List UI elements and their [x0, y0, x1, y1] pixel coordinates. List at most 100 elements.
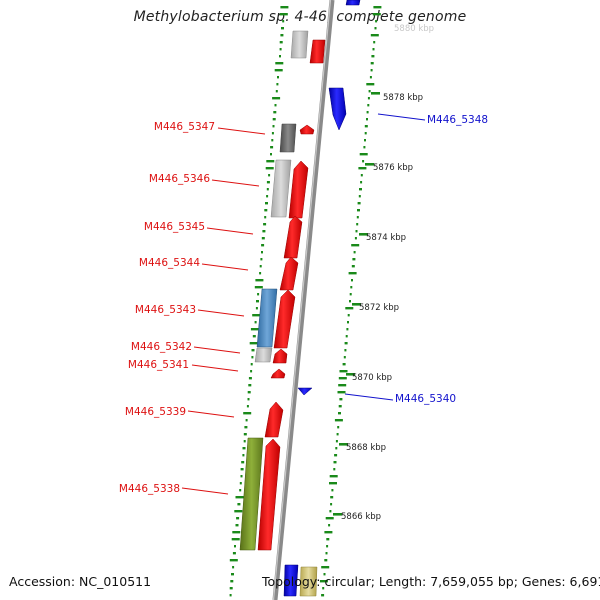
gene-label[interactable]: M446_5338 [119, 483, 180, 495]
gene-arrow[interactable] [279, 256, 299, 291]
gene-label[interactable]: M446_5348 [427, 114, 488, 126]
gene-arrow[interactable] [283, 564, 299, 597]
gc-tick [331, 489, 334, 492]
gc-tick [350, 286, 353, 289]
gc-tick [334, 419, 343, 422]
gc-tick [231, 538, 240, 541]
gc-tick [252, 314, 261, 317]
gc-tick [263, 223, 267, 226]
gc-tick [342, 363, 346, 366]
scale-label: 5880 kbp [394, 24, 434, 34]
gene-label[interactable]: M446_5340 [395, 393, 456, 405]
gene-arrow[interactable] [345, 0, 361, 6]
gc-tick [319, 580, 328, 583]
gc-tick [330, 496, 334, 499]
gc-tick [271, 139, 274, 142]
gene-arrow[interactable] [309, 39, 326, 64]
gene-label[interactable]: M446_5342 [131, 341, 192, 353]
gc-tick [338, 405, 342, 408]
gene-arrow[interactable] [272, 348, 288, 364]
gc-tick [262, 230, 266, 233]
gc-tick [325, 552, 328, 555]
gc-tick [251, 349, 255, 352]
gc-tick [358, 167, 367, 170]
scale-label: 5872 kbp [359, 303, 399, 313]
gc-tick [324, 531, 333, 534]
gc-tick [325, 517, 334, 520]
gc-tick [347, 321, 349, 324]
gc-tick [239, 482, 242, 485]
gc-tick [358, 195, 361, 198]
gene-arrow[interactable] [264, 401, 284, 438]
gc-tick [255, 279, 264, 282]
gene-label[interactable]: M446_5343 [135, 304, 196, 316]
gc-tick [348, 272, 357, 275]
gc-tick [261, 237, 265, 240]
gene-arrow[interactable] [273, 289, 296, 349]
gc-tick [271, 132, 274, 135]
gc-tick [257, 293, 260, 296]
gc-tick [261, 251, 263, 254]
gc-tick [333, 468, 336, 471]
gc-tick [229, 594, 232, 597]
gc-tick [353, 251, 356, 254]
gene-label[interactable]: M446_5347 [154, 121, 215, 133]
cog-block [290, 30, 309, 59]
gc-tick [243, 440, 246, 443]
gc-tick [347, 314, 350, 317]
gc-tick [359, 153, 368, 156]
gc-tick [326, 538, 330, 541]
gc-tick [261, 244, 265, 247]
gc-tick [334, 454, 338, 457]
gc-tick [374, 27, 377, 30]
gc-tick [254, 321, 257, 324]
gc-tick [249, 342, 258, 345]
gc-tick [356, 223, 359, 226]
gc-tick [366, 118, 368, 121]
gc-tick [245, 419, 248, 422]
gc-tick [366, 83, 375, 86]
scale-label: 5866 kbp [341, 512, 381, 522]
gene-label[interactable]: M446_5339 [125, 406, 186, 418]
gc-tick [247, 391, 251, 394]
gc-tick [337, 426, 340, 429]
gc-tick [356, 216, 359, 219]
gc-tick [324, 559, 328, 562]
gc-tick [272, 118, 276, 121]
gc-tick [246, 405, 249, 408]
gene-label[interactable]: M446_5346 [149, 173, 210, 185]
gc-tick [357, 202, 361, 205]
cog-block [239, 437, 264, 551]
gene-arrow[interactable] [288, 160, 309, 219]
gene-arrow[interactable] [257, 438, 281, 551]
gc-tick [322, 587, 325, 590]
gene-arrow[interactable] [297, 387, 313, 396]
gene-arrow[interactable] [299, 124, 315, 135]
gc-tick [369, 76, 372, 79]
gc-tick [351, 244, 360, 247]
gc-ticks-inner [229, 6, 289, 597]
gc-tick [362, 160, 365, 163]
gc-tick [279, 13, 288, 16]
scale-labels: 5880 kbp 5878 kbp 5876 kbp 5874 kbp 5872… [341, 24, 434, 522]
gc-tick [335, 440, 338, 443]
gc-tick [232, 531, 241, 534]
cog-block [279, 123, 297, 153]
gene-label[interactable]: M446_5345 [144, 221, 205, 233]
gc-tick [328, 524, 331, 527]
gc-tick [276, 83, 279, 86]
map-title: Methylobacterium sp. 4-46, complete geno… [133, 9, 467, 25]
label-leaders [181, 113, 426, 495]
gene-label[interactable]: M446_5341 [128, 359, 189, 371]
gene-arrow[interactable] [270, 368, 286, 379]
gene-arrow[interactable] [283, 215, 303, 259]
gc-ticks-outer [319, 6, 382, 597]
gc-tick [240, 475, 243, 478]
gc-tick [343, 356, 346, 359]
gene-arrow[interactable] [328, 87, 347, 131]
gene-label[interactable]: M446_5344 [139, 257, 200, 269]
gc-tick [270, 153, 272, 156]
gc-tick [264, 209, 268, 212]
gc-tick [329, 482, 337, 485]
